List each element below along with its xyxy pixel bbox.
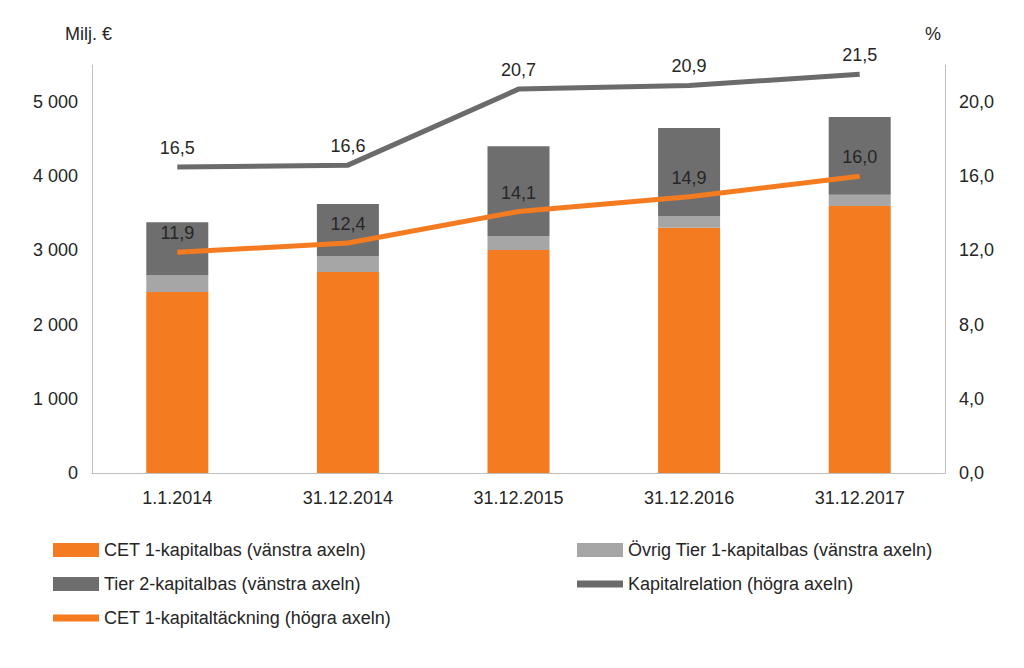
svg-text:0,0: 0,0 [959,463,984,483]
svg-text:Övrig Tier 1-kapitalbas (vänst: Övrig Tier 1-kapitalbas (vänstra axeln) [628,540,932,560]
svg-text:%: % [925,24,941,44]
svg-text:21,5: 21,5 [842,45,877,65]
svg-text:12,0: 12,0 [959,240,994,260]
svg-text:31.12.2016: 31.12.2016 [644,488,734,508]
svg-text:11,9: 11,9 [160,223,194,243]
svg-text:20,0: 20,0 [959,92,994,112]
svg-text:12,4: 12,4 [330,214,365,234]
svg-text:14,1: 14,1 [501,183,536,203]
svg-text:20,9: 20,9 [672,56,707,76]
svg-text:14,9: 14,9 [672,168,707,188]
svg-text:16,5: 16,5 [160,138,195,158]
svg-text:4,0: 4,0 [959,389,984,409]
svg-text:31.12.2015: 31.12.2015 [473,488,563,508]
svg-text:31.12.2014: 31.12.2014 [303,488,393,508]
svg-text:CET 1-kapitalbas (vänstra axel: CET 1-kapitalbas (vänstra axeln) [104,540,366,560]
svg-text:Milj. €: Milj. € [65,24,112,44]
svg-text:0: 0 [68,463,78,483]
svg-text:16,0: 16,0 [959,166,994,186]
svg-text:4 000: 4 000 [33,166,78,186]
svg-text:1.1.2014: 1.1.2014 [142,488,212,508]
svg-text:CET 1-kapitaltäckning (högra a: CET 1-kapitaltäckning (högra axeln) [104,608,391,628]
svg-text:2 000: 2 000 [33,315,78,335]
svg-text:Kapitalrelation (högra axeln): Kapitalrelation (högra axeln) [628,574,853,594]
svg-text:20,7: 20,7 [501,60,536,80]
svg-text:16,0: 16,0 [842,147,877,167]
svg-text:1 000: 1 000 [33,389,78,409]
svg-text:Tier 2-kapitalbas (vänstra axe: Tier 2-kapitalbas (vänstra axeln) [104,574,360,594]
svg-text:5 000: 5 000 [33,92,78,112]
svg-text:3 000: 3 000 [33,240,78,260]
svg-text:16,6: 16,6 [330,136,365,156]
svg-text:8,0: 8,0 [959,315,984,335]
svg-text:31.12.2017: 31.12.2017 [815,488,905,508]
